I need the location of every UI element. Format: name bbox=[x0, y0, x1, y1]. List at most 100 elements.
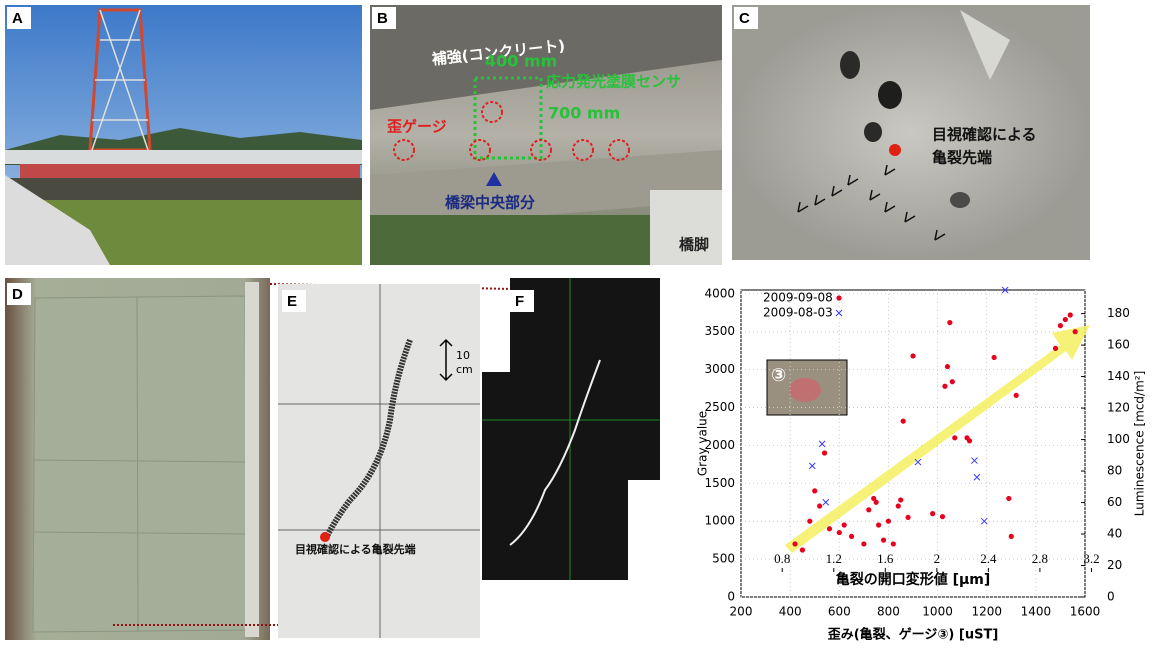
x2-tick-label: 3.2 bbox=[1083, 551, 1099, 566]
annotation: 目視確認による亀裂先端 bbox=[295, 542, 416, 556]
point bbox=[861, 541, 866, 546]
x2-tick-label: 2.8 bbox=[1032, 551, 1048, 566]
y2-tick-label: 120 bbox=[1107, 401, 1130, 415]
point bbox=[910, 353, 915, 358]
y-tick-label: 1000 bbox=[704, 514, 735, 528]
y2-tick-label: 40 bbox=[1107, 527, 1122, 541]
panel-label: C bbox=[739, 10, 750, 27]
point bbox=[981, 518, 987, 524]
point bbox=[1014, 393, 1019, 398]
scale-value: 10 bbox=[456, 349, 470, 362]
point bbox=[886, 519, 891, 524]
point bbox=[940, 514, 945, 519]
y2-tick-label: 0 bbox=[1107, 590, 1115, 604]
point bbox=[901, 419, 906, 424]
point bbox=[930, 511, 935, 516]
y-axis-title: Gray value bbox=[696, 411, 710, 476]
y-tick-label: 500 bbox=[712, 552, 735, 566]
legend-label: 2009-08-03 bbox=[763, 306, 833, 320]
legend-marker bbox=[836, 295, 841, 300]
y-tick-label: 0 bbox=[727, 590, 735, 604]
x-tick-label: 400 bbox=[779, 605, 802, 619]
panel-label: B bbox=[377, 10, 388, 27]
annotation: 亀裂先端 bbox=[932, 149, 992, 167]
point bbox=[823, 499, 829, 505]
photo-a bbox=[5, 5, 362, 265]
y-tick-label: 3500 bbox=[704, 324, 735, 338]
point bbox=[800, 547, 805, 552]
x-tick-label: 600 bbox=[828, 605, 851, 619]
point bbox=[819, 441, 825, 447]
point bbox=[822, 450, 827, 455]
figure: A B 補強(コンクリート) 400 mm 応力発光塗膜センサ 700 mm 歪… bbox=[0, 0, 1160, 648]
y2-tick-label: 140 bbox=[1107, 369, 1130, 383]
annotation: 400 mm bbox=[485, 52, 557, 71]
point bbox=[1006, 496, 1011, 501]
point bbox=[950, 379, 955, 384]
point bbox=[942, 384, 947, 389]
point bbox=[945, 364, 950, 369]
x-tick-label: 1200 bbox=[971, 605, 1002, 619]
inset-label: ③ bbox=[771, 365, 786, 386]
point bbox=[1073, 329, 1078, 334]
point bbox=[866, 507, 871, 512]
point bbox=[792, 541, 797, 546]
y-tick-label: 1500 bbox=[704, 476, 735, 490]
point bbox=[971, 458, 977, 464]
point bbox=[905, 515, 910, 520]
annotation: 歪ゲージ bbox=[387, 118, 447, 136]
point bbox=[1058, 323, 1063, 328]
y2-tick-label: 100 bbox=[1107, 432, 1130, 446]
y-tick-label: 3000 bbox=[704, 362, 735, 376]
legend-label: 2009-09-08 bbox=[763, 291, 833, 305]
point bbox=[807, 519, 812, 524]
y2-axis-title: Luminescence [mcd/m²] bbox=[1133, 371, 1147, 517]
scale-unit: cm bbox=[456, 363, 473, 376]
x2-tick-label: 0.8 bbox=[774, 551, 790, 566]
panel-label: F bbox=[515, 293, 524, 310]
point bbox=[891, 541, 896, 546]
x2-tick-label: 1.2 bbox=[826, 551, 842, 566]
photo-e bbox=[278, 284, 480, 638]
point bbox=[1068, 312, 1073, 317]
y2-tick-label: 160 bbox=[1107, 338, 1130, 352]
x2-tick-label: 2.4 bbox=[980, 551, 997, 566]
x-axis-title: 歪み(亀裂、ゲージ③) [uST] bbox=[828, 627, 999, 643]
point bbox=[952, 435, 957, 440]
x-tick-label: 1000 bbox=[922, 605, 953, 619]
y2-tick-label: 20 bbox=[1107, 558, 1122, 572]
panel-label: D bbox=[12, 286, 23, 303]
point bbox=[896, 503, 901, 508]
panel-label: E bbox=[287, 293, 297, 310]
y-tick-label: 4000 bbox=[704, 286, 735, 300]
point bbox=[1009, 534, 1014, 539]
x2-tick-label: 2 bbox=[934, 551, 941, 566]
point bbox=[837, 530, 842, 535]
y2-tick-label: 180 bbox=[1107, 306, 1130, 320]
y2-tick-label: 80 bbox=[1107, 464, 1122, 478]
point bbox=[812, 488, 817, 493]
x-tick-label: 800 bbox=[877, 605, 900, 619]
annotation: 橋脚 bbox=[679, 236, 709, 254]
annotation: 目視確認による bbox=[932, 126, 1037, 144]
point bbox=[967, 438, 972, 443]
x-tick-label: 1600 bbox=[1070, 605, 1101, 619]
point bbox=[842, 522, 847, 527]
point bbox=[881, 538, 886, 543]
x2-axis-title: 亀裂の開口変形値 [μm] bbox=[836, 571, 991, 588]
annotation: 応力発光塗膜センサ bbox=[546, 73, 681, 91]
point bbox=[1063, 317, 1068, 322]
point bbox=[974, 474, 980, 480]
point bbox=[898, 497, 903, 502]
point bbox=[874, 500, 879, 505]
point bbox=[827, 526, 832, 531]
point bbox=[849, 534, 854, 539]
annotation: 橋梁中央部分 bbox=[445, 194, 535, 212]
point bbox=[1053, 346, 1058, 351]
y2-tick-label: 60 bbox=[1107, 495, 1122, 509]
point bbox=[809, 463, 815, 469]
x2-tick-label: 1.6 bbox=[877, 551, 894, 566]
x-tick-label: 200 bbox=[730, 605, 753, 619]
annotation: 700 mm bbox=[548, 104, 620, 123]
point bbox=[817, 503, 822, 508]
